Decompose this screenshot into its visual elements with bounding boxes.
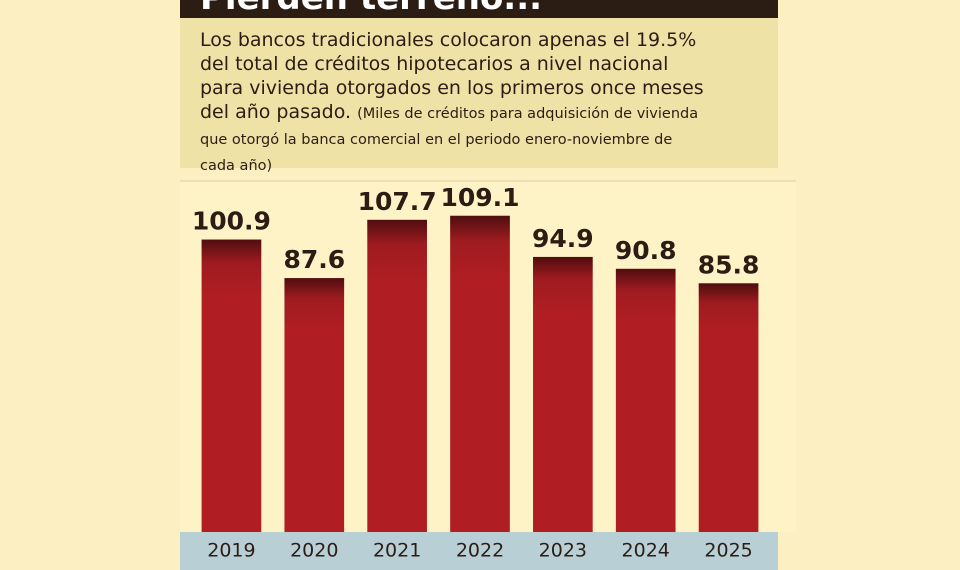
category-strip <box>180 532 778 570</box>
x-tick-label: 2020 <box>290 540 338 562</box>
value-label: 85.8 <box>698 250 760 279</box>
x-tick-label: 2024 <box>622 540 670 562</box>
value-label: 107.7 <box>358 187 437 216</box>
value-label: 87.6 <box>283 245 345 274</box>
bar <box>698 283 759 532</box>
bar <box>201 239 262 532</box>
x-tick-label: 2025 <box>704 540 752 562</box>
value-label: 109.1 <box>440 183 519 212</box>
x-tick-label: 2021 <box>373 540 421 562</box>
bar <box>533 256 593 532</box>
bar <box>615 268 676 532</box>
subtitle-block: Los bancos tradicionales colocaron apena… <box>200 28 710 178</box>
x-tick-label: 2019 <box>207 540 255 562</box>
bar <box>284 278 345 532</box>
bar <box>367 219 427 532</box>
value-label: 90.8 <box>615 236 677 265</box>
subtitle-box: Los bancos tradicionales colocaron apena… <box>180 18 778 174</box>
bar <box>450 215 510 532</box>
subtitle: Los bancos tradicionales colocaron apena… <box>200 29 704 123</box>
title-bar: Pierden terreno... <box>180 0 778 18</box>
note: (Miles de créditos para adquisición de v… <box>200 106 699 174</box>
value-label: 94.9 <box>532 224 594 253</box>
x-tick-label: 2022 <box>456 540 504 562</box>
value-label: 100.9 <box>192 207 271 236</box>
x-tick-label: 2023 <box>539 540 587 562</box>
chart-title: Pierden terreno... <box>200 0 542 18</box>
